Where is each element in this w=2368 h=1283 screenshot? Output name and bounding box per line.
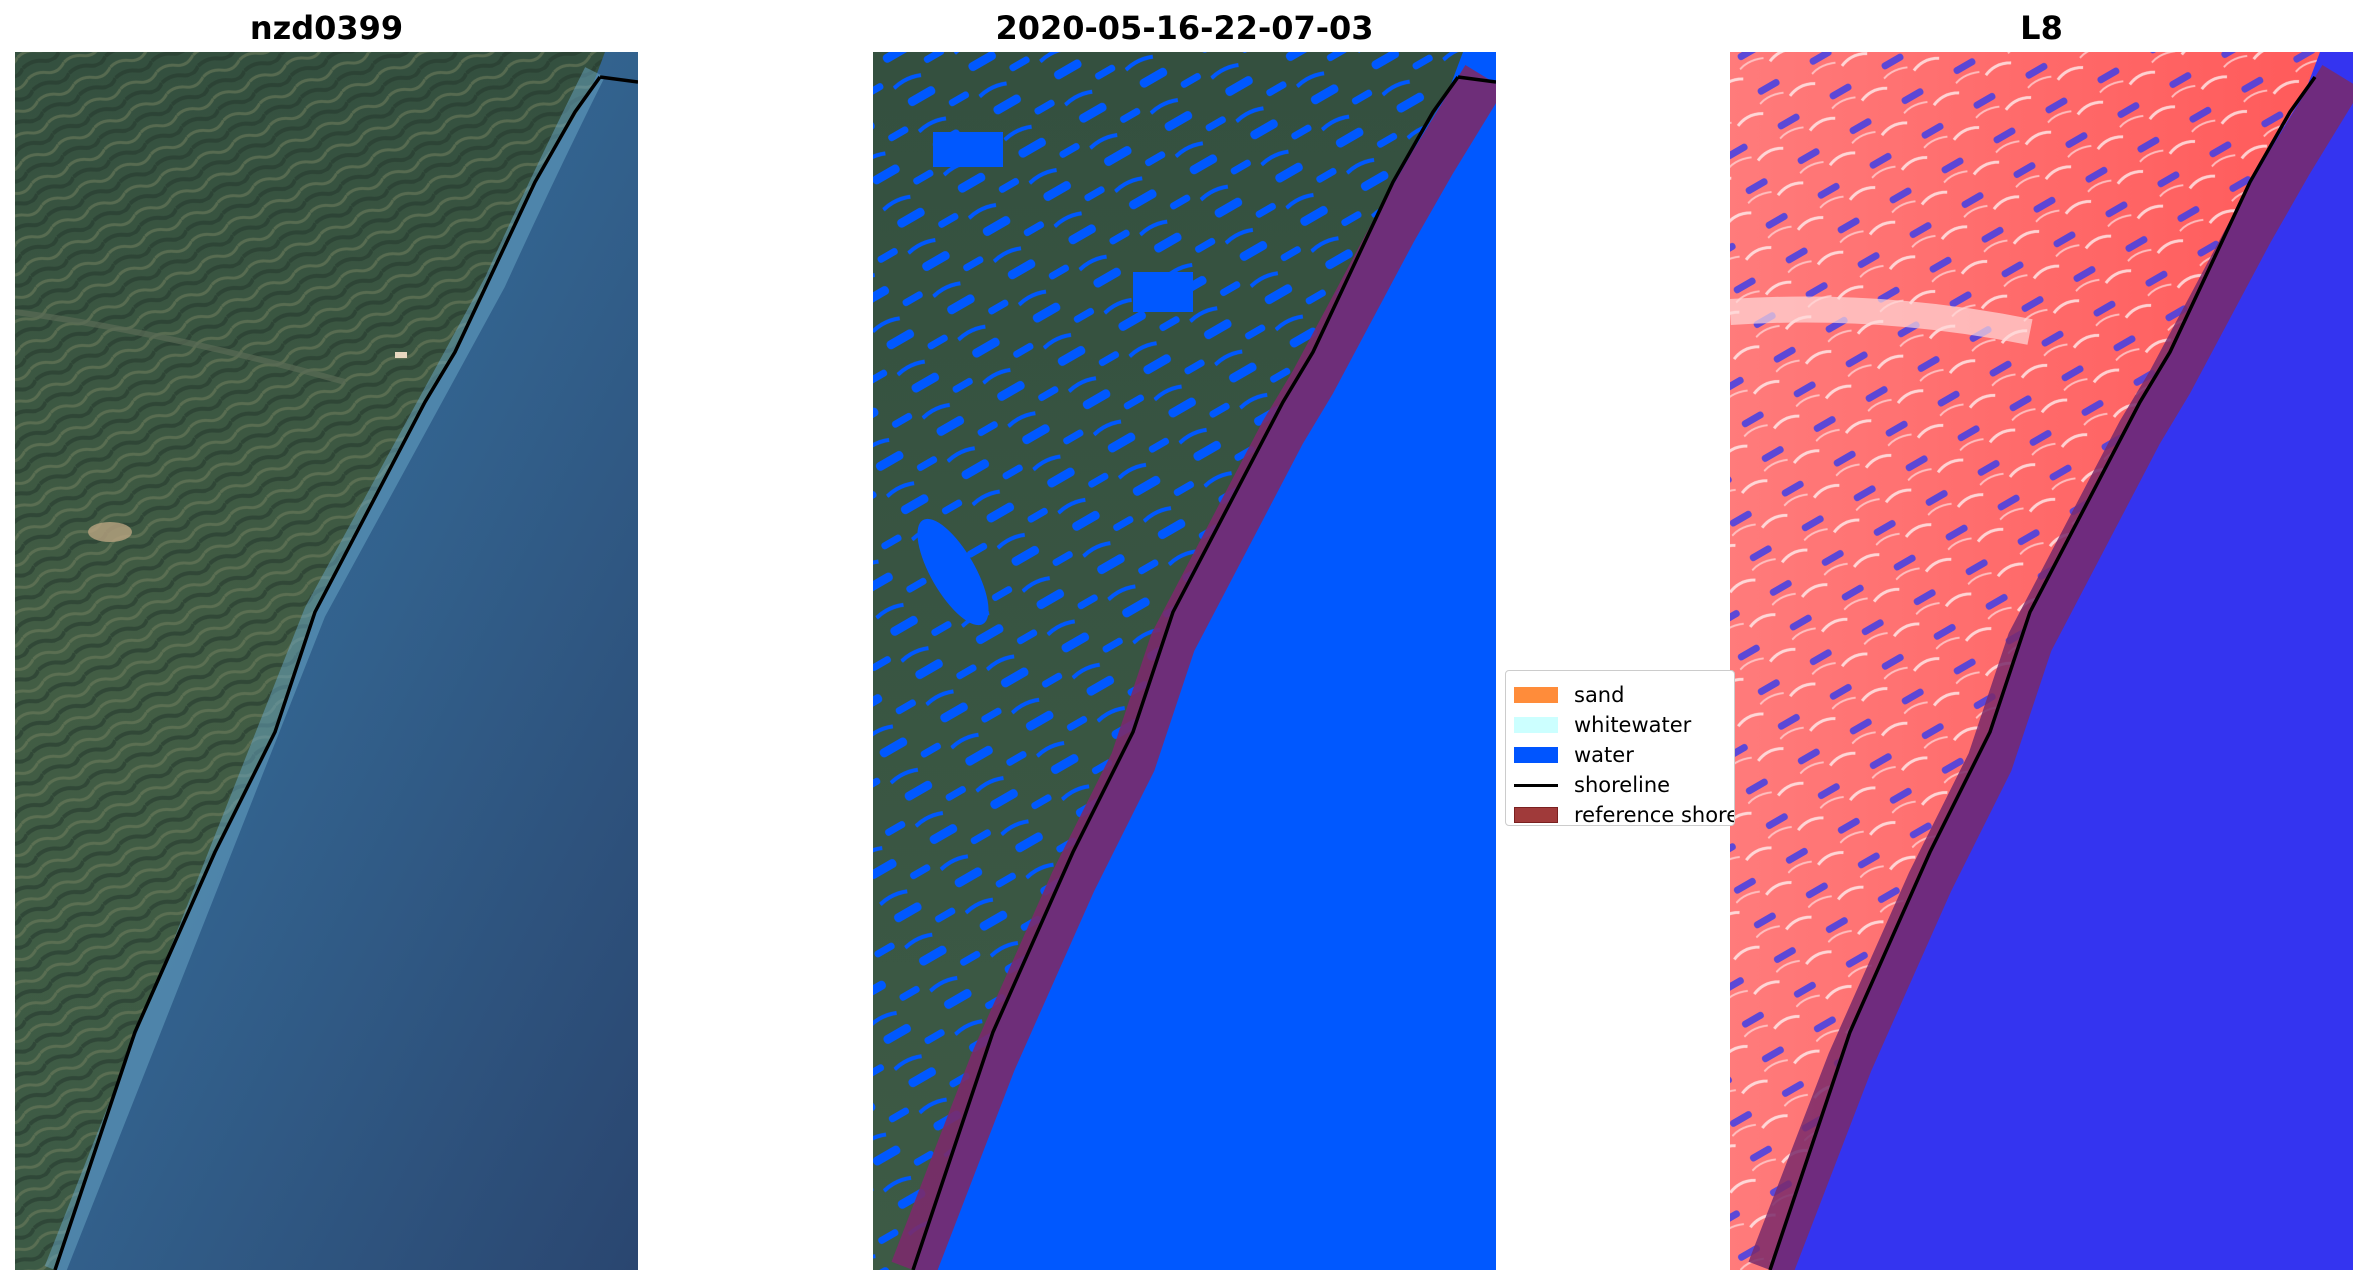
- sand-swatch: [1514, 687, 1558, 703]
- mndwi-image-panel: [1730, 52, 2353, 1270]
- shoreline-line-swatch: [1514, 783, 1558, 787]
- water-swatch: [1514, 747, 1558, 763]
- legend-item-sand: sand: [1514, 681, 1624, 709]
- whitewater-swatch: [1514, 717, 1558, 733]
- legend-label-reference-shoreline: reference shoreline: [1574, 803, 1734, 826]
- legend-label-whitewater: whitewater: [1574, 713, 1692, 737]
- mndwi-image: [1730, 52, 2353, 1270]
- legend-item-water: water: [1514, 741, 1634, 769]
- legend: sand whitewater water shoreline referenc…: [1505, 670, 1735, 826]
- rgb-image-panel: [15, 52, 638, 1270]
- panel-title-classified: 2020-05-16-22-07-03: [995, 9, 1374, 47]
- legend-item-whitewater: whitewater: [1514, 711, 1691, 739]
- classified-image-panel: [873, 52, 1496, 1270]
- panel-title-rgb: nzd0399: [249, 9, 404, 47]
- rgb-satellite-image: [15, 52, 638, 1270]
- classified-image: [873, 52, 1496, 1270]
- panel-title-mndwi: L8: [2020, 9, 2063, 47]
- legend-item-reference-shoreline: reference shoreline: [1514, 801, 1734, 826]
- legend-label-sand: sand: [1574, 683, 1625, 707]
- legend-item-shoreline: shoreline: [1514, 771, 1670, 799]
- legend-label-water: water: [1574, 743, 1634, 767]
- legend-label-shoreline: shoreline: [1574, 773, 1671, 797]
- reference-shoreline-swatch: [1514, 807, 1558, 823]
